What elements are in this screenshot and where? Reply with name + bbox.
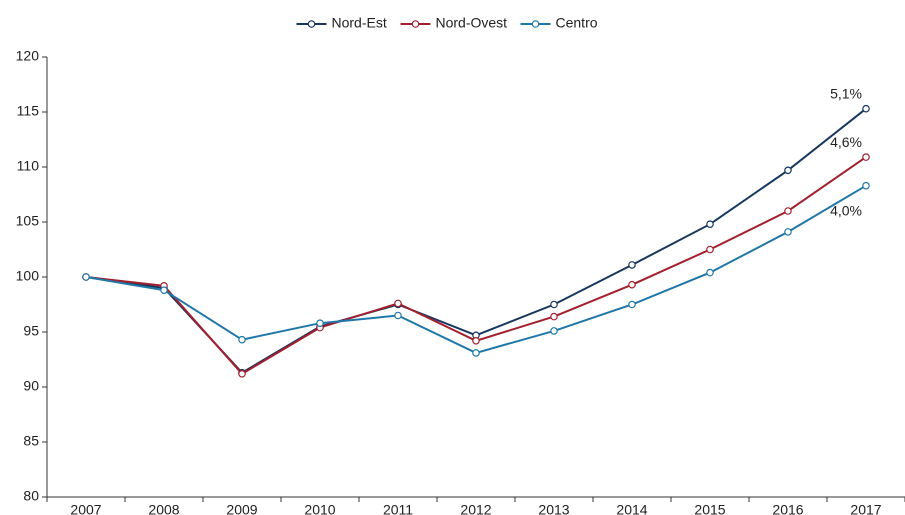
point <box>238 335 246 344</box>
legend: Nord-Est Nord-Ovest Centro <box>296 15 598 31</box>
point <box>82 273 90 281</box>
y-tick-label: 120 <box>16 48 40 64</box>
x-tick-label: 2012 <box>460 502 491 515</box>
point <box>550 300 558 309</box>
point <box>394 299 402 308</box>
point <box>706 220 714 229</box>
x-tick-label: 2008 <box>148 502 179 515</box>
point <box>160 286 168 295</box>
point <box>628 300 636 309</box>
x-tick-label: 2010 <box>304 502 335 515</box>
x-tick-label: 2009 <box>226 502 257 515</box>
end-label: 4,0% <box>830 202 862 218</box>
legend-label: Nord-Est <box>332 15 387 31</box>
x-tick-label: 2017 <box>850 502 881 515</box>
y-tick-label: 110 <box>17 158 40 174</box>
end-label: 4,6% <box>830 134 862 150</box>
y-tick-label: 90 <box>23 378 39 394</box>
series-line <box>85 184 867 354</box>
point <box>472 336 480 345</box>
point <box>628 261 636 269</box>
legend-marker <box>307 20 316 28</box>
x-tick-label: 2007 <box>70 502 101 515</box>
x-tick-label: 2015 <box>694 502 725 515</box>
legend-marker <box>411 20 420 28</box>
point <box>394 311 402 320</box>
legend-label: Centro <box>556 15 598 31</box>
point <box>784 166 792 175</box>
y-tick-label: 80 <box>23 488 39 504</box>
point <box>316 319 324 328</box>
point <box>862 104 870 113</box>
point <box>706 245 714 254</box>
point <box>472 349 480 357</box>
legend-marker <box>531 20 540 28</box>
x-tick-label: 2014 <box>616 502 647 515</box>
y-tick-label: 105 <box>16 213 40 229</box>
point <box>862 153 870 161</box>
x-tick-label: 2011 <box>383 502 413 515</box>
x-tick-label: 2016 <box>772 502 803 515</box>
point <box>784 228 792 236</box>
y-tick-label: 115 <box>17 103 40 119</box>
point <box>862 181 870 190</box>
point <box>706 268 714 277</box>
y-tick-label: 95 <box>23 323 39 339</box>
x-tick-label: 2013 <box>538 502 569 515</box>
point <box>550 312 558 321</box>
y-tick-label: 85 <box>23 433 39 449</box>
point <box>238 369 246 378</box>
point <box>628 280 636 289</box>
end-label: 5,1% <box>830 85 862 101</box>
y-tick-label: 100 <box>16 268 40 284</box>
point <box>784 207 792 215</box>
point <box>550 327 558 335</box>
legend-label: Nord-Ovest <box>436 15 508 31</box>
